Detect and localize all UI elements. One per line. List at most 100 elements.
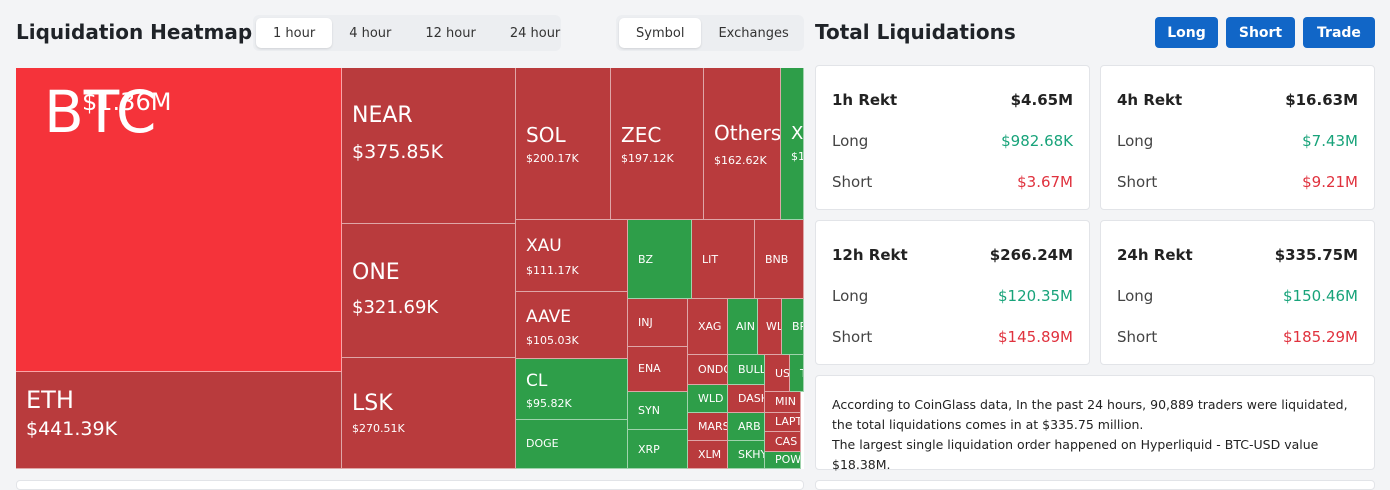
cell-symbol: BZ [638,253,654,266]
heatmap-cell-xag[interactable]: XAG [688,299,728,355]
card-total: $266.24M [989,246,1073,264]
tab-4-hour[interactable]: 4 hour [349,25,392,41]
card-long-value: $150.46M [1283,287,1358,305]
heatmap-cell-lsk[interactable]: LSK $270.51K [342,358,516,469]
heatmap-cell-min[interactable]: MIN [765,392,801,413]
cell-symbol: XT [791,123,804,144]
cell-symbol: SYN [638,404,660,417]
tab-exchanges[interactable]: Exchanges [718,25,789,41]
heatmap-cell-near[interactable]: NEAR $375.85K [342,68,516,224]
cell-value: $375.85K [352,141,444,163]
summary-line-1: According to CoinGlass data, In the past… [832,397,1348,432]
heatmap-cell-zec[interactable]: ZEC $197.12K [611,68,704,220]
card-long-value: $120.35M [998,287,1073,305]
heatmap-cell-eth[interactable]: ETH $441.39K [16,372,342,469]
rekt-card-12h: 12h Rekt $266.24M Long $120.35M Short $145.… [815,220,1090,365]
card-period: 12h Rekt [832,246,908,264]
cell-symbol: XRP [638,443,660,456]
cell-symbol: BTC [44,78,157,146]
cell-symbol: ONE [352,260,400,285]
heatmap-cell-one[interactable]: ONE $321.69K [342,224,516,358]
cell-value: $1.36M [82,88,172,116]
tab-1-hour[interactable]: 1 hour [256,18,333,48]
card-short-label: Short [1117,328,1158,346]
heatmap-cell-wl[interactable]: WL [758,299,782,355]
heatmap-cell-mars[interactable]: MARS [688,413,728,441]
card-short-label: Short [832,328,873,346]
card-short-label: Short [832,173,873,191]
heatmap-cell-pow[interactable]: POW [765,452,801,469]
heatmap-cell-bz[interactable]: BZ [628,220,692,299]
heatmap-cell-xrp[interactable]: XRP [628,430,688,469]
cell-value: $1 [791,150,804,163]
card-long-value: $7.43M [1302,132,1358,150]
heatmap-cell-bnb[interactable]: BNB [755,220,804,299]
cell-value: $270.51K [352,422,405,435]
heatmap-cell-aave[interactable]: AAVE $105.03K [516,292,628,359]
heatmap-cell-btc[interactable]: BTC $1.36M [16,68,342,372]
cell-symbol: BR [792,320,803,333]
heatmap-cell-us[interactable]: US [765,355,790,392]
cell-value: $162.62K [714,154,767,167]
heatmap-cell-ena[interactable]: ENA [628,347,688,392]
cell-symbol: SOL [526,123,566,147]
rekt-card-1h: 1h Rekt $4.65M Long $982.68K Short $3.67M [815,65,1090,210]
heatmap-cell-dash[interactable]: DASH [728,385,765,413]
heatmap-cell-ain[interactable]: AIN [728,299,758,355]
heatmap-cell-t[interactable]: T [790,355,804,392]
cell-symbol: US [775,367,790,380]
cell-symbol: LIT [702,253,719,266]
cell-symbol: AAVE [526,307,572,327]
heatmap-cell-syn[interactable]: SYN [628,392,688,430]
cell-symbol: AIN [736,320,755,333]
cell-value: $200.17K [526,152,579,165]
cell-symbol: DOGE [526,437,559,450]
heatmap-cell-wld[interactable]: WLD [688,385,728,413]
heatmap-cell-cas[interactable]: CAS [765,432,801,452]
heatmap-cell-xau[interactable]: XAU $111.17K [516,220,628,292]
heatmap-cell-skhy[interactable]: SKHY [728,441,765,469]
cell-symbol: ONDO [698,363,727,376]
heatmap-cell-bull[interactable]: BULL [728,355,765,385]
heatmap-cell-arb[interactable]: ARB [728,413,765,441]
heatmap-cell-lapt[interactable]: LAPT [765,413,801,432]
tab-symbol[interactable]: Symbol [619,18,702,48]
short-button[interactable]: Short [1226,17,1295,48]
tab-12-hour[interactable]: 12 hour [425,25,476,41]
heatmap-title: Liquidation Heatmap [16,20,253,44]
heatmap-cell-xt[interactable]: XT $1 [781,68,804,220]
summary-line-2: The largest single liquidation order hap… [832,437,1319,472]
cell-value: $111.17K [526,264,579,277]
heatmap-cell-lit[interactable]: LIT [692,220,755,299]
liquidation-summary: According to CoinGlass data, In the past… [815,375,1375,472]
heatmap-cell-br[interactable]: BR [782,299,804,355]
cell-symbol: WL [766,320,782,333]
heatmap-cell-doge[interactable]: DOGE [516,420,628,469]
cell-symbol: CAS [775,435,798,448]
heatmap-cell-cl[interactable]: CL $95.82K [516,359,628,420]
card-long-label: Long [1117,287,1154,305]
cell-symbol: DASH [738,392,764,405]
lower-panel-left [16,480,804,490]
cell-symbol: T [800,367,803,380]
tab-24-hour[interactable]: 24 hour [509,25,561,41]
heatmap-cell-inj[interactable]: INJ [628,299,688,347]
cell-value: $95.82K [526,397,572,410]
card-short-label: Short [1117,173,1158,191]
cell-symbol: LAPT [775,415,801,428]
heatmap-cell-sol[interactable]: SOL $200.17K [516,68,611,220]
card-short-value: $145.89M [998,328,1073,346]
long-button[interactable]: Long [1155,17,1218,48]
trade-button[interactable]: Trade [1303,17,1375,48]
card-short-value: $3.67M [1017,173,1073,191]
cell-symbol: ZEC [621,123,662,147]
cell-value: $197.12K [621,152,674,165]
heatmap-cell-others[interactable]: Others $162.62K [704,68,781,220]
cell-value: $441.39K [26,418,118,440]
heatmap-cell-xlm[interactable]: XLM [688,441,728,469]
cell-symbol: Others [714,121,781,145]
heatmap-cell-ondo[interactable]: ONDO [688,355,728,385]
card-total: $4.65M [1010,91,1073,109]
card-period: 1h Rekt [832,91,898,109]
cell-symbol: XLM [698,448,722,461]
